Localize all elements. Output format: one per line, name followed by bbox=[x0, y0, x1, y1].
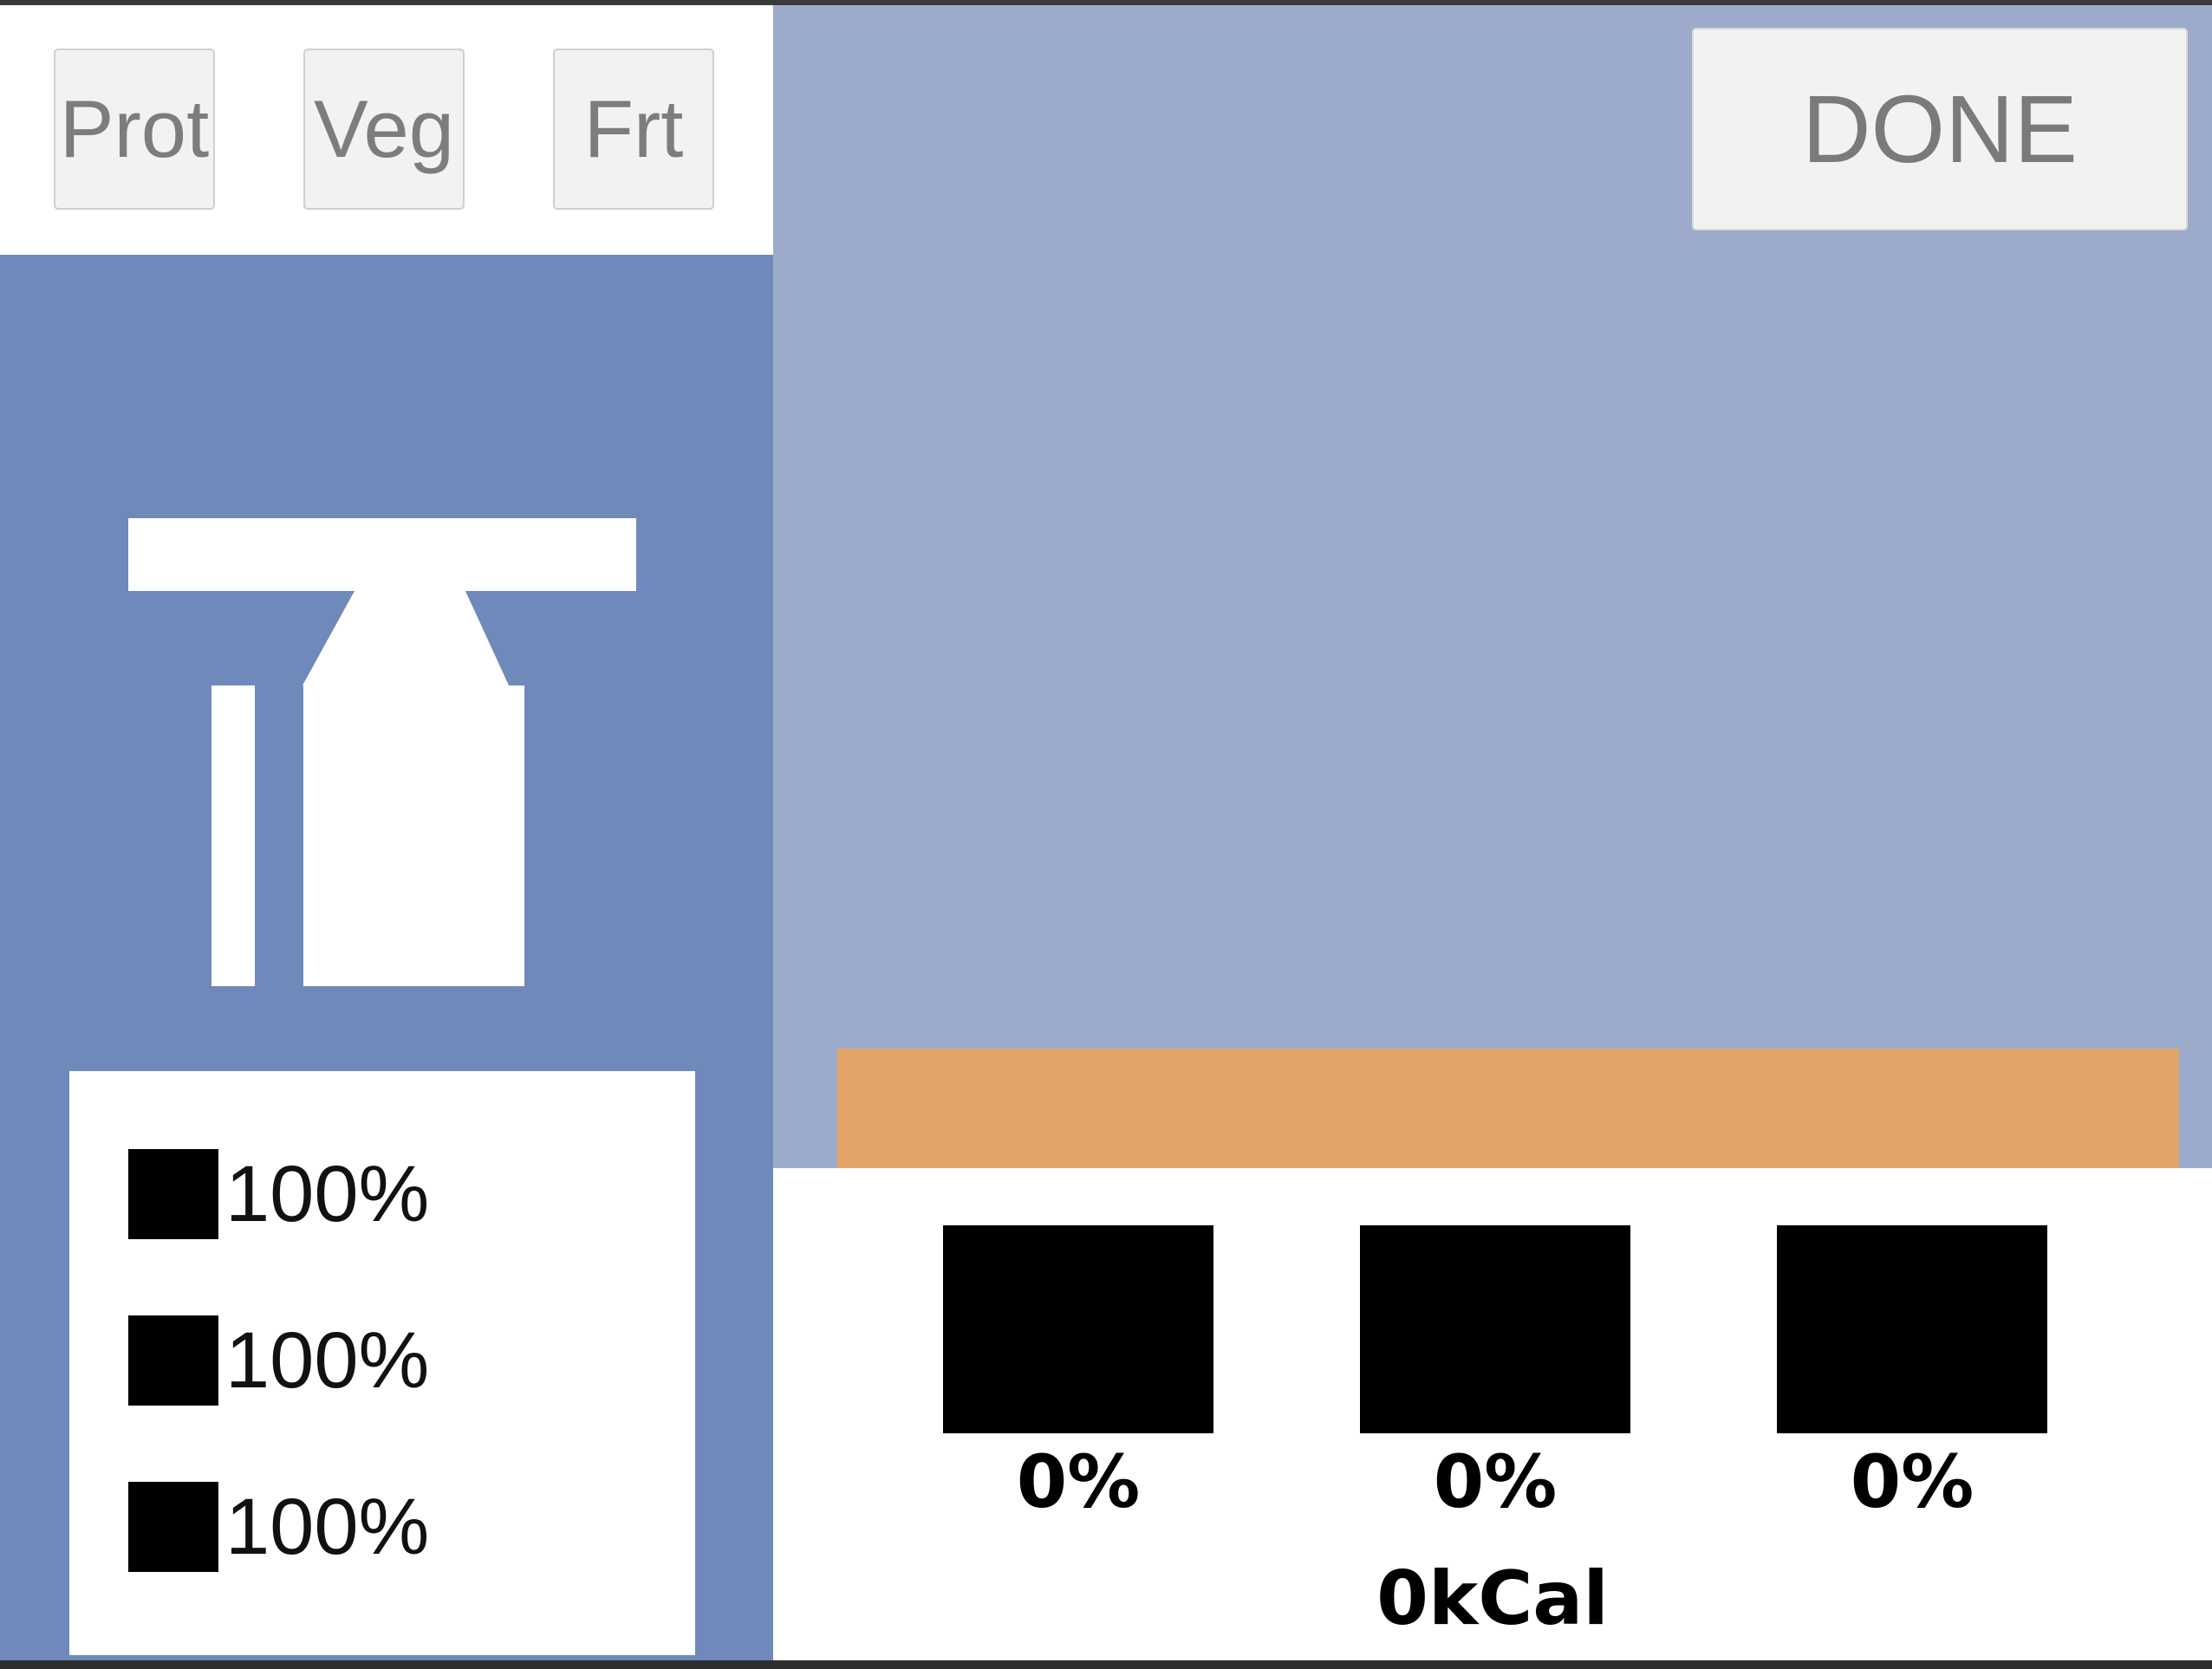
left-panel: Prot Veg Frt 100% 100% 100% bbox=[0, 5, 773, 1660]
progress-bar bbox=[837, 1049, 2179, 1168]
calorie-total: 0kCal bbox=[1376, 1555, 1609, 1642]
top-border bbox=[0, 0, 2212, 5]
legend-value: 100% bbox=[225, 1150, 430, 1238]
nutrient-indicator bbox=[1777, 1225, 2047, 1433]
legend-item: 100% bbox=[128, 1315, 429, 1406]
category-bar: Prot Veg Frt bbox=[0, 5, 773, 255]
nutrition-summary: 0% 0% 0% 0kCal bbox=[773, 1168, 2212, 1660]
legend-swatch bbox=[128, 1315, 218, 1406]
nutrient-indicator bbox=[1360, 1225, 1630, 1433]
legend-swatch bbox=[128, 1149, 218, 1239]
category-button-prot[interactable]: Prot bbox=[54, 49, 215, 210]
nutrient-indicator bbox=[943, 1225, 1213, 1433]
category-button-frt[interactable]: Frt bbox=[553, 49, 714, 210]
nutrient-percent: 0% bbox=[1433, 1439, 1558, 1524]
nutrient-percent: 0% bbox=[1016, 1439, 1141, 1524]
legend-value: 100% bbox=[225, 1483, 430, 1571]
legend-swatch bbox=[128, 1482, 218, 1572]
legend-item: 100% bbox=[128, 1482, 429, 1572]
portion-legend: 100% 100% 100% bbox=[69, 1071, 695, 1655]
done-button[interactable]: DONE bbox=[1692, 28, 2188, 231]
legend-item: 100% bbox=[128, 1149, 429, 1239]
category-button-veg[interactable]: Veg bbox=[303, 49, 465, 210]
bottom-border bbox=[0, 1660, 2212, 1669]
scale-icon bbox=[128, 518, 636, 986]
legend-value: 100% bbox=[225, 1316, 430, 1405]
nutrient-percent: 0% bbox=[1850, 1439, 1975, 1524]
